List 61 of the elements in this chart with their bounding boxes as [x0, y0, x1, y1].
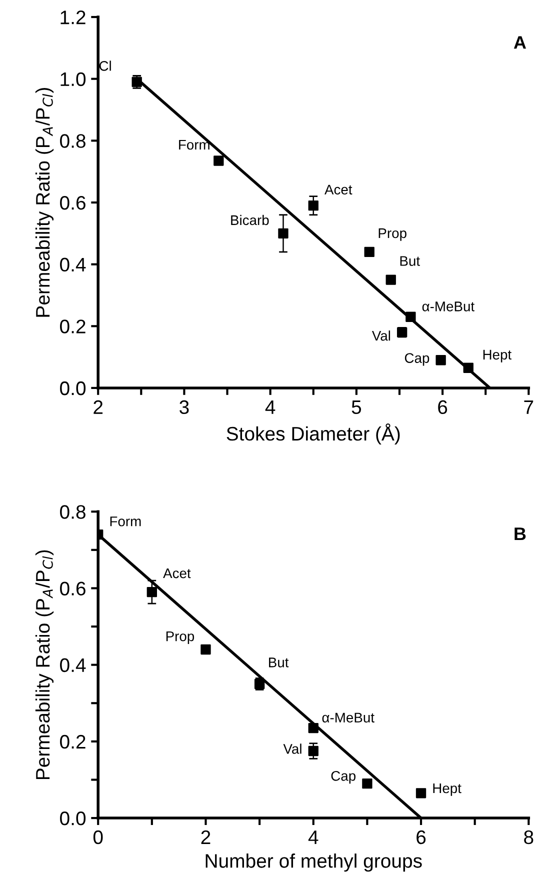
point [364, 246, 374, 258]
point [362, 778, 372, 789]
annotation: Form [110, 516, 141, 526]
annotation: Prop [166, 632, 194, 644]
point [463, 362, 474, 373]
y-tick-label: 1.2 [60, 10, 86, 24]
point [308, 200, 318, 211]
point [436, 355, 446, 366]
annotation: Acet [324, 184, 352, 195]
annotation: Val [372, 330, 390, 341]
x-axis-title: Stokes Diameter (Å) [226, 423, 400, 445]
y-tick-label: 0.4 [60, 658, 86, 672]
x-tick-label: 6 [416, 830, 426, 844]
point [214, 156, 224, 166]
annotation: But [269, 658, 289, 668]
annotation: α-MeBut [422, 302, 474, 312]
point [386, 274, 396, 285]
x-axis-title: Number of methyl groups [206, 854, 422, 872]
annotation: Acet [163, 568, 191, 578]
point [278, 228, 288, 238]
y-tick-label: 0.4 [60, 258, 86, 272]
annotation: Val [283, 744, 302, 754]
y-tick-label: 0.6 [60, 582, 86, 596]
annotation: Prop [378, 228, 406, 241]
y-tick-label: 0.0 [60, 812, 86, 826]
point [308, 746, 318, 756]
annotation: But [400, 256, 420, 266]
annotation: Bicarb [231, 214, 269, 226]
y-tick-label: 0.2 [60, 734, 86, 749]
point [146, 586, 158, 598]
x-tick-label: 4 [265, 400, 276, 414]
annotation: Hept [433, 783, 462, 796]
x-tick-label: 7 [524, 400, 534, 414]
x-tick-label: 2 [94, 400, 103, 414]
x-tick-label: 6 [438, 400, 448, 414]
point [308, 722, 318, 734]
point [200, 644, 211, 655]
x-tick-label: 8 [524, 830, 534, 844]
annotation: Hept [483, 350, 512, 362]
y-axis-title: Permeability Ratio (P$_{A}$/P$_{Cl}$) [35, 88, 54, 317]
x-tick-label: 2 [201, 830, 210, 844]
annotation: Form [179, 140, 210, 150]
annotation: Cl [99, 60, 111, 71]
y-tick-label: 0.8 [60, 134, 86, 148]
x-tick-label: 3 [180, 400, 189, 414]
point [416, 788, 426, 798]
x-tick-label: 4 [308, 830, 318, 844]
y-tick-label: 0.2 [60, 320, 86, 334]
annotation: A [514, 36, 526, 49]
annotation: Cap [404, 353, 430, 366]
x-tick-label: 5 [352, 400, 362, 414]
y-axis-title: Permeability Ratio (P$_{A}$/P$_{Cl}$) [35, 550, 54, 780]
y-tick-label: 1.0 [60, 72, 86, 86]
y-tick-label: 0.8 [60, 505, 86, 519]
annotation: Cap [331, 770, 356, 784]
annotation: α-MeBut [322, 712, 374, 723]
point [406, 312, 416, 322]
y-tick-label: 0.6 [60, 196, 86, 210]
x-tick-label: 0 [93, 830, 103, 844]
annotation: B [514, 528, 526, 540]
y-tick-label: 0.0 [60, 381, 86, 396]
